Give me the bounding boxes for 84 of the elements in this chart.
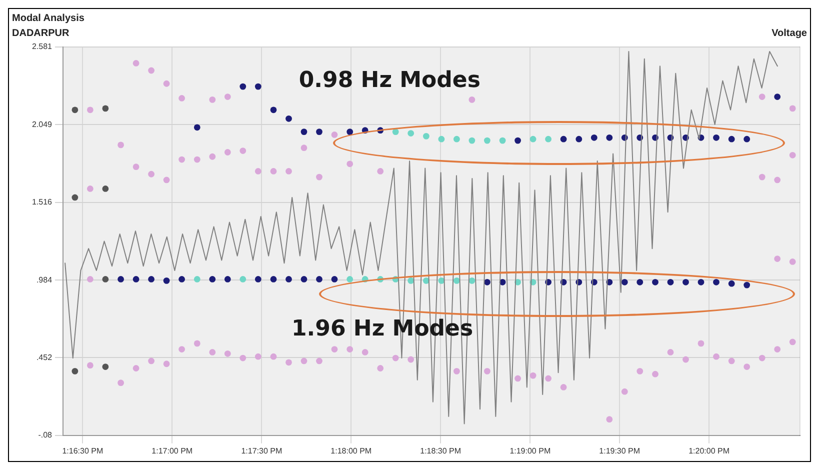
x-tick-label: 1:19:30 PM — [599, 446, 640, 456]
y-tick-label: 2.049 — [32, 120, 53, 129]
point — [514, 137, 521, 144]
y-axis-title: DADARPUR — [12, 28, 70, 39]
point — [102, 186, 109, 192]
point — [652, 278, 658, 286]
x-tick-label: 1:16:30 PM — [62, 446, 104, 456]
point — [102, 276, 109, 282]
y-tick-label: -.08 — [38, 430, 53, 440]
point — [576, 136, 582, 142]
x-tick-label: 1:20:00 PM — [688, 446, 730, 456]
point — [698, 278, 704, 286]
y-tick-label: 1.516 — [32, 198, 53, 207]
point — [453, 277, 460, 284]
point — [194, 124, 200, 131]
point — [300, 128, 308, 136]
point — [163, 277, 170, 284]
point — [102, 105, 109, 112]
point — [392, 128, 399, 136]
point — [178, 276, 185, 282]
point — [72, 106, 78, 114]
point — [468, 277, 476, 284]
point — [728, 280, 735, 287]
point — [453, 136, 460, 142]
y2-axis-title: Voltage — [772, 28, 808, 39]
point — [744, 282, 750, 288]
point — [316, 128, 322, 136]
x-tick-label: 1:17:00 PM — [152, 446, 193, 456]
y-tick-label: 2.581 — [32, 42, 53, 52]
point — [316, 276, 322, 282]
point — [545, 136, 552, 142]
x-tick-label: 1:17:30 PM — [241, 446, 282, 456]
point — [621, 278, 628, 286]
point — [484, 278, 490, 286]
point — [667, 278, 674, 286]
point — [713, 278, 720, 286]
y-tick-label: .984 — [36, 275, 53, 284]
point — [240, 83, 246, 90]
point — [132, 276, 140, 282]
point — [209, 276, 216, 282]
point — [148, 276, 154, 282]
point — [224, 276, 231, 282]
point — [422, 277, 430, 284]
point — [346, 128, 354, 136]
point — [118, 276, 124, 282]
point — [102, 364, 109, 370]
point — [606, 134, 613, 141]
annotation: 0.98 Hz Modes — [298, 68, 480, 94]
point — [240, 276, 246, 282]
point — [774, 94, 781, 100]
point — [300, 276, 308, 282]
point — [254, 276, 262, 282]
x-tick-label: 1:18:30 PM — [420, 446, 462, 456]
point — [468, 137, 476, 144]
point — [438, 277, 445, 284]
point — [636, 278, 644, 286]
chart-title: Modal Analysis — [12, 12, 85, 24]
point — [728, 136, 735, 142]
y-tick-label: .452 — [36, 352, 53, 362]
point — [438, 136, 445, 142]
point — [270, 106, 277, 114]
point — [286, 115, 292, 122]
point — [530, 136, 536, 142]
x-tick-label: 1:19:00 PM — [510, 446, 551, 456]
point — [590, 134, 598, 141]
point — [744, 136, 750, 142]
point — [72, 194, 78, 201]
point — [72, 368, 78, 374]
point — [331, 276, 338, 282]
point — [713, 134, 720, 141]
point — [194, 276, 200, 282]
point — [484, 137, 490, 144]
point — [499, 137, 506, 144]
point — [560, 136, 567, 142]
point — [682, 278, 689, 286]
annotation: 1.96 Hz Modes — [291, 316, 474, 342]
point — [408, 130, 414, 136]
point — [286, 276, 292, 282]
point — [422, 132, 430, 140]
x-tick-label: 1:18:00 PM — [330, 446, 372, 456]
point — [254, 83, 262, 90]
point — [408, 277, 414, 284]
point — [270, 276, 277, 282]
point — [346, 276, 354, 282]
